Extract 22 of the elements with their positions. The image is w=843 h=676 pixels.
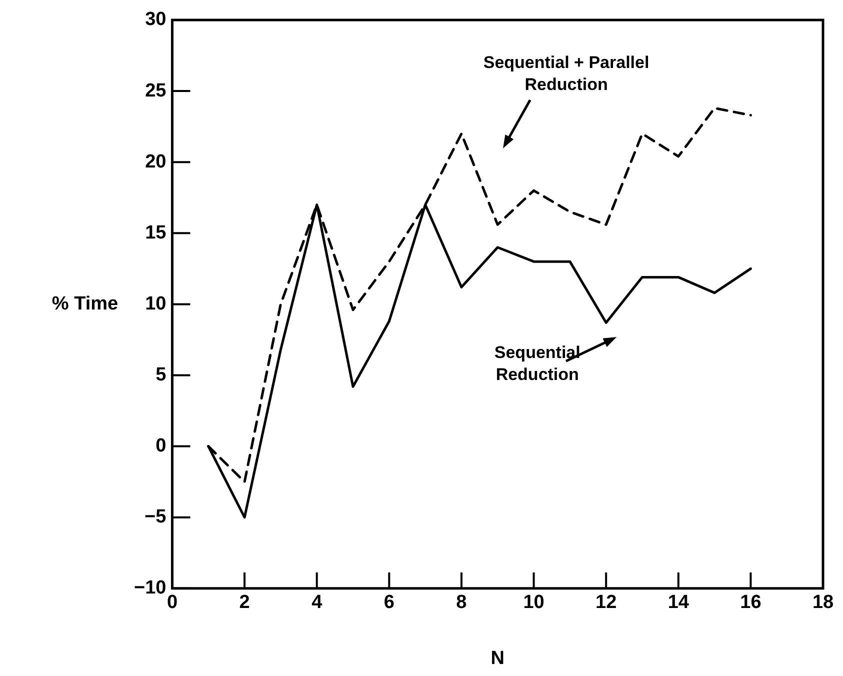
x-tick-label: 6 — [384, 592, 394, 614]
x-tick-label: 14 — [668, 592, 690, 614]
x-tick-label: 8 — [456, 592, 467, 614]
y-axis-title: % Time — [52, 293, 118, 314]
series-label: Sequential Reduction — [493, 342, 582, 386]
y-tick-label: 30 — [145, 9, 166, 30]
y-tick-label: 10 — [145, 293, 166, 314]
y-tick-label: −5 — [144, 506, 167, 528]
x-tick-label: 10 — [523, 592, 544, 614]
y-tick-label: 0 — [156, 436, 166, 457]
y-tick-label: 20 — [145, 151, 166, 172]
y-tick-label: −10 — [134, 578, 166, 599]
x-tick-label: 16 — [740, 592, 762, 614]
x-tick-label: 4 — [312, 592, 323, 614]
x-tick-label: 18 — [812, 592, 834, 614]
text: Sequential + Parallel Reduction — [482, 52, 650, 96]
y-tick-label: 5 — [156, 364, 167, 386]
x-tick-label: 12 — [596, 592, 617, 614]
x-tick-label: 2 — [239, 592, 250, 614]
y-tick-label: 15 — [145, 222, 167, 244]
y-tick-label: 25 — [145, 80, 167, 102]
x-axis-title: N — [490, 648, 504, 669]
